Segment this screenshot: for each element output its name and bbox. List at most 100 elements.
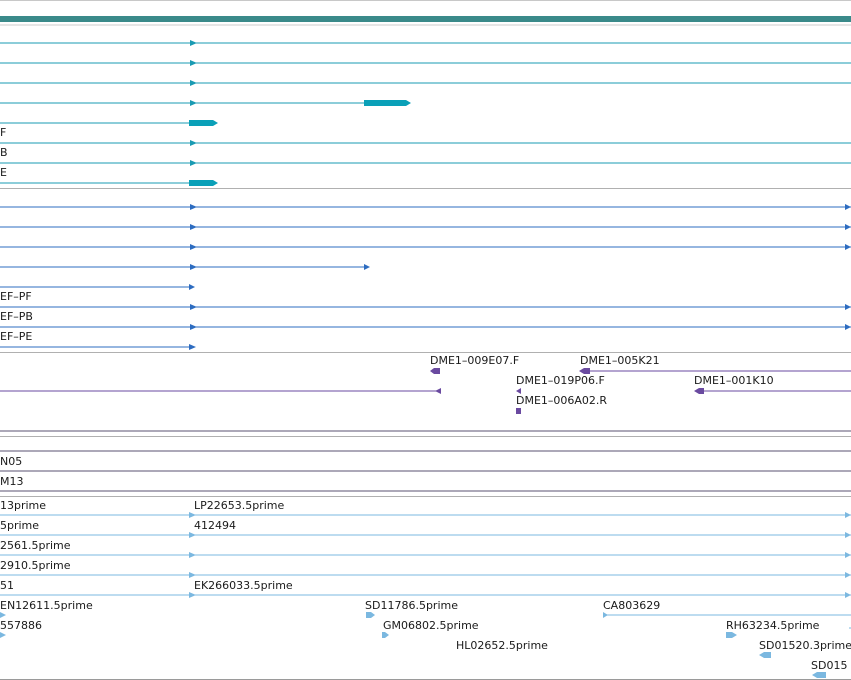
est-arrow-icon <box>845 572 851 578</box>
est-arrow-icon <box>189 512 196 518</box>
est-arrow-icon <box>189 572 196 578</box>
transcript-row[interactable]: EF–PB <box>0 310 851 330</box>
est-arrow-icon <box>603 612 608 618</box>
est-feature[interactable] <box>812 672 826 678</box>
strand-arrow-icon <box>189 284 195 290</box>
est-arrow-icon <box>189 532 196 538</box>
est-feature[interactable] <box>0 612 6 618</box>
est-feature[interactable] <box>0 572 851 578</box>
transcript-label: EF–PF <box>0 290 32 303</box>
est-arrow-icon <box>845 512 851 518</box>
est-label: SD11786.5prime <box>365 599 458 612</box>
clone-label: DME1–019P06.F <box>516 374 605 387</box>
transcript-row[interactable]: EF–PE <box>0 330 196 350</box>
strand-arrow-icon <box>190 100 197 106</box>
transcript-label: EF–PB <box>0 310 33 323</box>
clone-feature[interactable]: DME1–009E07.F <box>430 354 519 374</box>
transcript-row[interactable] <box>0 100 411 106</box>
clone-line-label: N05 <box>0 455 22 468</box>
est-feature[interactable] <box>366 612 375 618</box>
est-feature[interactable] <box>603 612 851 618</box>
strand-arrow-icon <box>190 40 197 46</box>
track-header-bar <box>0 16 851 22</box>
est-label: 2910.5prime <box>0 559 71 572</box>
transcript-label: E <box>0 166 7 179</box>
strand-arrow-icon <box>190 264 197 270</box>
transcript-row[interactable]: F <box>0 126 851 146</box>
est-feature[interactable] <box>759 652 771 658</box>
est-feature[interactable] <box>0 632 6 638</box>
clone-label: DME1–005K21 <box>580 354 660 367</box>
clone-feature[interactable]: DME1–019P06.F <box>516 374 605 394</box>
est-label: 2561.5prime <box>0 539 71 552</box>
est-alignment-track: 13prime LP22653.5prime 5prime 412494 256… <box>0 499 851 678</box>
coding-exon <box>189 120 213 126</box>
transcript-row[interactable] <box>0 224 851 230</box>
est-feature[interactable] <box>0 512 851 518</box>
est-arrow-icon <box>0 632 6 638</box>
est-arrow-icon <box>726 632 737 638</box>
transcript-label: B <box>0 146 8 159</box>
est-label: EK266033.5prime <box>194 579 293 592</box>
est-arrow-icon <box>845 592 851 598</box>
est-label: GM06802.5prime <box>383 619 479 632</box>
est-arrow-icon <box>812 672 826 678</box>
strand-arrow-icon <box>190 204 197 210</box>
clone-arrow-icon <box>516 388 521 394</box>
exon-end-arrow-icon <box>406 100 411 106</box>
strand-arrow-icon <box>364 264 370 270</box>
est-label: SD01520.3prime <box>759 639 851 652</box>
strand-arrow-icon <box>190 244 197 250</box>
est-label: HL02652.5prime <box>456 639 548 652</box>
clone-feature[interactable]: DME1–001K10 <box>694 374 851 394</box>
est-label: 5prime <box>0 519 39 532</box>
strand-arrow-icon <box>845 244 851 250</box>
strand-arrow-icon <box>845 204 851 210</box>
est-feature[interactable] <box>0 552 851 558</box>
clone-arrow-icon <box>430 368 440 374</box>
transcript-row[interactable]: EF–PF <box>0 290 851 310</box>
transcript-row[interactable]: B <box>0 146 851 166</box>
transcript-label: F <box>0 126 6 139</box>
est-label: 412494 <box>194 519 236 532</box>
transcript-track-blue: EF–PF EF–PB EF–PE <box>0 204 851 350</box>
clone-label: DME1–009E07.F <box>430 354 519 367</box>
clone-feature[interactable]: DME1–006A02.R <box>516 394 607 414</box>
transcript-row[interactable] <box>0 120 218 126</box>
strand-arrow-icon <box>190 224 197 230</box>
strand-arrow-icon <box>190 80 197 86</box>
strand-arrow-icon <box>190 140 197 146</box>
coding-exon <box>189 180 213 186</box>
est-label: SD015 <box>811 659 847 672</box>
transcript-row[interactable] <box>0 40 851 46</box>
clone-feature[interactable]: DME1–005K21 <box>579 354 851 374</box>
transcript-row[interactable] <box>0 80 851 86</box>
clone-label: DME1–001K10 <box>694 374 774 387</box>
strand-arrow-icon <box>190 60 197 66</box>
exon-end-arrow-icon <box>213 120 218 126</box>
est-arrow-icon <box>189 592 196 598</box>
transcript-row[interactable] <box>0 264 370 270</box>
est-label: 51 <box>0 579 14 592</box>
est-feature[interactable] <box>0 592 851 598</box>
est-arrow-icon <box>366 612 375 618</box>
est-feature[interactable] <box>382 632 389 638</box>
clone-arrow-icon <box>516 408 521 414</box>
transcript-row[interactable] <box>0 204 851 210</box>
est-arrow-icon <box>189 552 196 558</box>
transcript-row[interactable] <box>0 244 851 250</box>
transcript-row[interactable]: E <box>0 166 218 186</box>
transcript-track-teal: F B E <box>0 40 851 186</box>
transcript-label: EF–PE <box>0 330 32 343</box>
transcript-row[interactable] <box>0 60 851 66</box>
strand-arrow-icon <box>845 324 851 330</box>
bac-clone-track: DME1–009E07.F DME1–005K21 DME1–019P06.F … <box>0 354 851 414</box>
est-label: 13prime <box>0 499 46 512</box>
est-arrow-icon <box>845 552 851 558</box>
clone-feature[interactable] <box>0 388 441 394</box>
transcript-row[interactable] <box>0 284 195 290</box>
est-feature[interactable] <box>0 532 851 538</box>
strand-arrow-icon <box>845 224 851 230</box>
